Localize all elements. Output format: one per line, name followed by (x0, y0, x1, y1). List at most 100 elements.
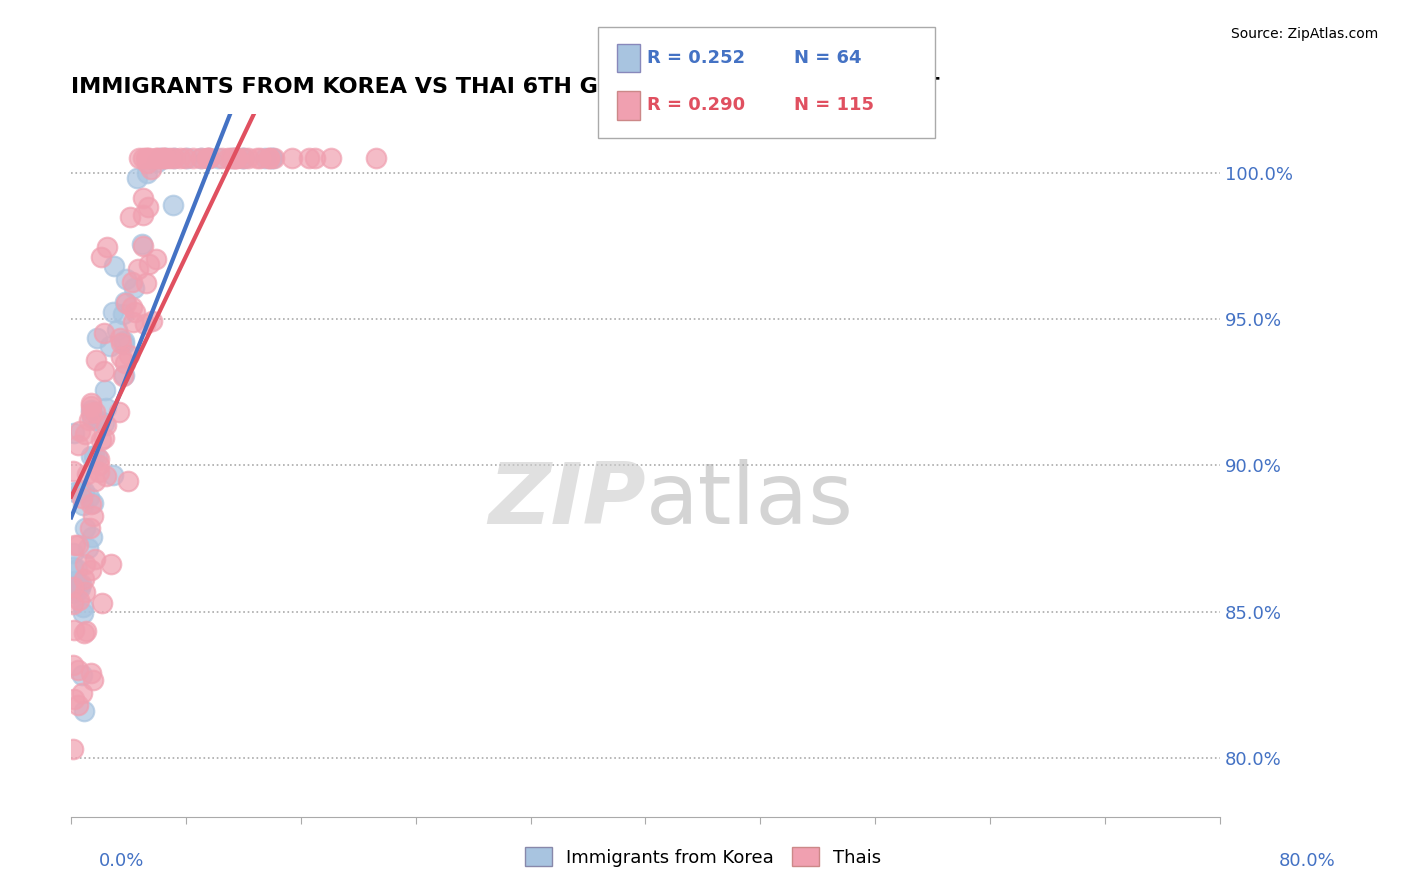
Text: N = 64: N = 64 (794, 49, 862, 67)
Point (93, 364, 115, 378)
Point (138, 257, 160, 271)
Point (131, 237, 153, 252)
Point (262, 151, 284, 165)
Point (138, 151, 160, 165)
Point (72, 499, 94, 513)
Point (80, 497, 103, 511)
Point (149, 151, 172, 165)
Point (63, 538, 86, 552)
Text: R = 0.252: R = 0.252 (647, 49, 745, 67)
Point (249, 151, 271, 165)
Point (110, 336, 132, 351)
Point (103, 259, 125, 273)
Point (263, 151, 285, 165)
Point (63, 426, 86, 441)
Point (80, 406, 103, 420)
Point (69, 424, 91, 438)
Point (145, 151, 167, 165)
Point (89, 465, 111, 479)
Point (93, 383, 115, 397)
Point (112, 336, 135, 351)
Point (141, 313, 163, 327)
Point (80, 400, 103, 414)
Point (82, 530, 104, 544)
Point (62, 546, 84, 560)
Point (115, 296, 138, 310)
Text: Source: ZipAtlas.com: Source: ZipAtlas.com (1230, 27, 1378, 41)
Point (66, 584, 89, 599)
Point (76, 467, 98, 481)
Point (121, 275, 143, 289)
Text: atlas: atlas (645, 459, 853, 542)
Point (118, 210, 141, 224)
Point (96, 401, 118, 415)
Point (169, 151, 191, 165)
Point (111, 368, 134, 383)
Point (110, 350, 132, 364)
Point (221, 151, 243, 165)
Point (83, 449, 105, 463)
Point (103, 468, 125, 483)
Point (63, 692, 86, 706)
Point (198, 151, 221, 165)
Point (181, 151, 204, 165)
Point (62, 742, 84, 756)
Point (211, 151, 233, 165)
Point (80, 665, 103, 680)
Text: IMMIGRANTS FROM KOREA VS THAI 6TH GRADE CORRELATION CHART: IMMIGRANTS FROM KOREA VS THAI 6TH GRADE … (72, 78, 939, 97)
Point (100, 338, 122, 352)
Point (70, 483, 93, 497)
Point (67, 593, 90, 607)
Point (96, 418, 118, 433)
Point (197, 151, 219, 165)
Point (207, 151, 229, 165)
Point (281, 151, 304, 165)
Point (93, 416, 115, 430)
Point (163, 151, 186, 165)
Point (82, 496, 104, 510)
Text: 0.0%: 0.0% (98, 852, 143, 870)
Point (73, 626, 96, 640)
Point (77, 541, 100, 555)
Point (80, 395, 103, 409)
Point (66, 438, 89, 452)
Point (141, 161, 163, 176)
Point (90, 250, 112, 264)
Point (72, 599, 94, 614)
Point (152, 151, 174, 165)
Point (79, 413, 101, 427)
Point (112, 334, 135, 348)
Point (135, 151, 157, 165)
Point (73, 557, 96, 571)
Point (73, 521, 96, 535)
Point (304, 151, 326, 165)
Point (146, 154, 169, 169)
Point (135, 276, 157, 290)
Point (155, 151, 177, 165)
Point (114, 272, 136, 286)
Point (72, 491, 94, 505)
Point (70, 668, 93, 682)
Legend: Immigrants from Korea, Thais: Immigrants from Korea, Thais (517, 840, 889, 874)
Point (84, 475, 107, 489)
Point (96, 240, 118, 254)
Point (108, 405, 131, 419)
Point (132, 239, 155, 253)
Point (101, 304, 124, 318)
Text: 80.0%: 80.0% (1279, 852, 1336, 870)
Point (70, 577, 93, 591)
Point (153, 151, 176, 165)
Point (176, 151, 198, 165)
Point (65, 562, 87, 576)
Point (83, 405, 105, 419)
Point (79, 490, 101, 504)
Point (73, 483, 96, 498)
Point (72, 606, 94, 620)
Point (73, 704, 96, 718)
Point (108, 331, 131, 345)
Point (232, 151, 254, 165)
Point (94, 469, 117, 483)
Point (117, 475, 139, 489)
Point (257, 151, 280, 165)
Point (82, 673, 104, 687)
